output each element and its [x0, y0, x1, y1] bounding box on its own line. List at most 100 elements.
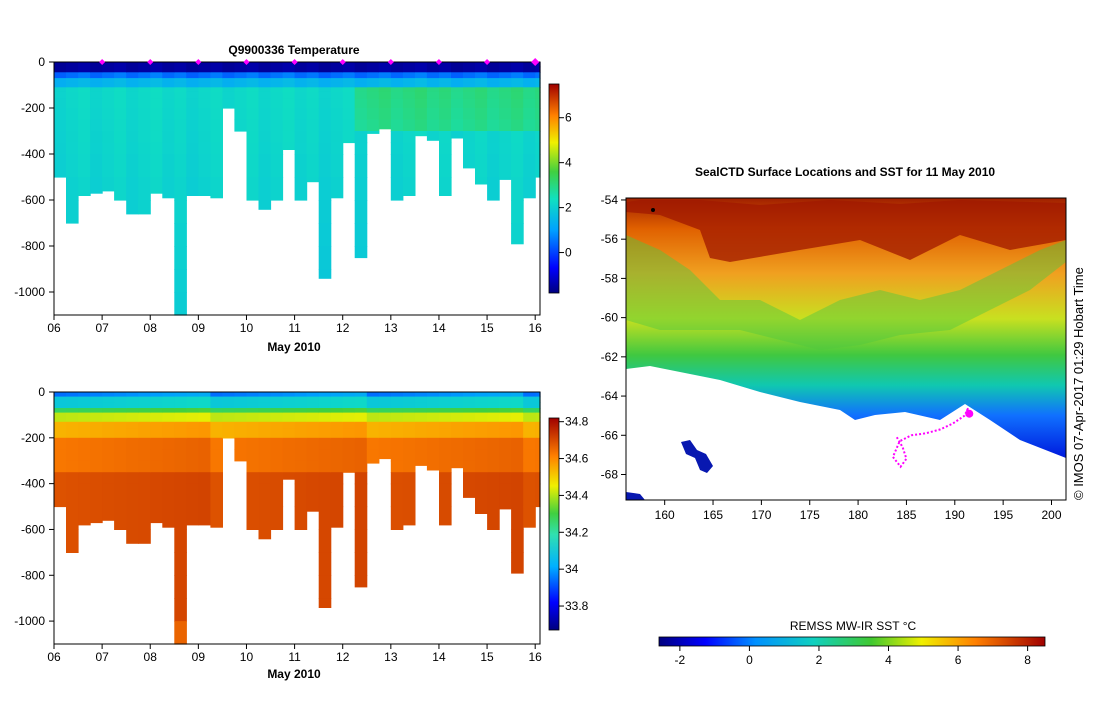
temperature-profile-cell: [78, 82, 91, 88]
lat-tick-label: -68: [601, 468, 619, 482]
salinity-profile-cell: [234, 421, 247, 430]
temperature-profile-cell: [54, 98, 67, 109]
temperature-profile-cell: [282, 91, 296, 100]
salinity-profile-cell: [222, 396, 235, 403]
salinity-profile-cell: [78, 472, 91, 485]
temperature-profile-cell: [294, 66, 308, 73]
temperature-profile-cell: [222, 66, 235, 73]
salinity-profile-cell: [390, 449, 404, 462]
temperature-profile-cell: [114, 119, 127, 132]
temperature-profile-cell: [174, 177, 187, 201]
salinity-profile-cell: [354, 552, 368, 576]
salinity-profile-cell: [258, 421, 272, 430]
x-tick-label: 13: [384, 321, 398, 335]
temperature-profile-cell: [330, 78, 344, 84]
temperature-profile-cell: [234, 66, 247, 73]
temperature-profile-cell: [535, 119, 541, 132]
salinity-profile-cell: [114, 417, 127, 423]
temperature-profile-cell: [282, 82, 296, 88]
salinity-profile-cell: [523, 460, 536, 473]
salinity-profile-cell: [330, 460, 344, 473]
temperature-profile-cell: [78, 98, 91, 109]
surface-marker: [291, 59, 298, 65]
salinity-profile-cell: [126, 402, 139, 409]
temperature-profile-cell: [475, 142, 488, 155]
temperature-profile-cell: [114, 154, 127, 178]
salinity-profile-cell: [90, 460, 103, 473]
temperature-profile-cell: [258, 119, 272, 132]
temperature-profile-cell: [463, 82, 476, 88]
temperature-profile-cell: [318, 72, 332, 79]
temperature-profile-cell: [54, 142, 67, 155]
seal-track: [891, 407, 970, 469]
temperature-profile-cell: [210, 78, 223, 84]
temperature-profile-cell: [162, 177, 175, 199]
temperature-profile-cell: [511, 87, 524, 93]
temperature-profile-cell: [330, 98, 344, 109]
salinity-profile-cell: [511, 506, 524, 530]
temperature-profile-cell: [234, 72, 247, 79]
temperature-profile-cell: [378, 108, 392, 121]
salinity-profile-cell: [198, 392, 211, 398]
salinity-profile-cell: [439, 428, 452, 439]
salinity-profile-cell: [138, 408, 151, 414]
salinity-profile-cell: [475, 449, 488, 462]
temperature-profile-cell: [511, 91, 524, 100]
temperature-profile-cell: [463, 62, 476, 68]
salinity-profile-cell: [282, 392, 296, 398]
temperature-profile-cell: [270, 131, 284, 144]
temperature-profile-cell: [66, 131, 79, 144]
salinity-profile-cell: [186, 428, 199, 439]
salinity-profile-cell: [294, 506, 308, 530]
lon-tick-label: 160: [655, 508, 675, 522]
salinity-profile-cell: [174, 621, 187, 645]
salinity-profile-cell: [330, 506, 344, 528]
temperature-profile-cell: [258, 72, 272, 79]
temperature-profile-cell: [126, 62, 139, 68]
sst-colorbar-tick-label: 6: [955, 653, 962, 667]
temperature-profile-cell: [475, 62, 488, 68]
salinity-profile-cell: [354, 428, 368, 439]
temperature-profile-cell: [487, 131, 500, 144]
temperature-profile-cell: [186, 66, 199, 73]
salinity-profile-cell: [366, 402, 380, 409]
salinity-profile-cell: [402, 402, 416, 409]
temperature-profile-cell: [439, 66, 452, 73]
temperature-profile-cell: [354, 91, 368, 100]
temperature-profile-cell: [535, 91, 541, 100]
colorbar-tick-label: 34.8: [565, 415, 589, 429]
temperature-profile-cell: [439, 142, 452, 155]
salinity-profile-cell: [402, 460, 416, 473]
temperature-profile-cell: [366, 98, 380, 109]
temperature-profile-cell: [523, 142, 536, 155]
temperature-profile-cell: [294, 62, 308, 68]
salinity-profile-cell: [294, 417, 308, 423]
temperature-profile-cell: [354, 154, 368, 178]
salinity-profile-cell: [487, 421, 500, 430]
salinity-profile-cell: [102, 417, 115, 423]
salinity-profile-cell: [162, 408, 175, 414]
salinity-profile-cell: [475, 421, 488, 430]
salinity-profile-cell: [258, 417, 272, 423]
salinity-profile-cell: [390, 396, 404, 403]
temperature-profile-cell: [174, 62, 187, 68]
salinity-profile-cell: [294, 428, 308, 439]
temperature-profile-cell: [426, 119, 440, 132]
salinity-profile-cell: [54, 408, 67, 414]
temperature-profile-cell: [150, 82, 163, 88]
temperature-profile-cell: [210, 154, 223, 178]
temperature-profile-cell: [463, 66, 476, 73]
salinity-profile-cell: [306, 417, 320, 423]
salinity-profile-cell: [499, 417, 512, 423]
salinity-profile-cell: [463, 417, 476, 423]
temperature-profile-cell: [246, 108, 260, 121]
temperature-profile-cell: [342, 66, 356, 73]
salinity-profile-cell: [451, 460, 464, 469]
salinity-profile-cell: [66, 412, 79, 418]
salinity-profile-cell: [378, 412, 392, 418]
temperature-profile-cell: [330, 131, 344, 144]
temperature-profile-cell: [138, 142, 151, 155]
temperature-profile-cell: [475, 154, 488, 178]
temperature-profile-cell: [294, 119, 308, 132]
lat-tick-label: -62: [601, 350, 619, 364]
